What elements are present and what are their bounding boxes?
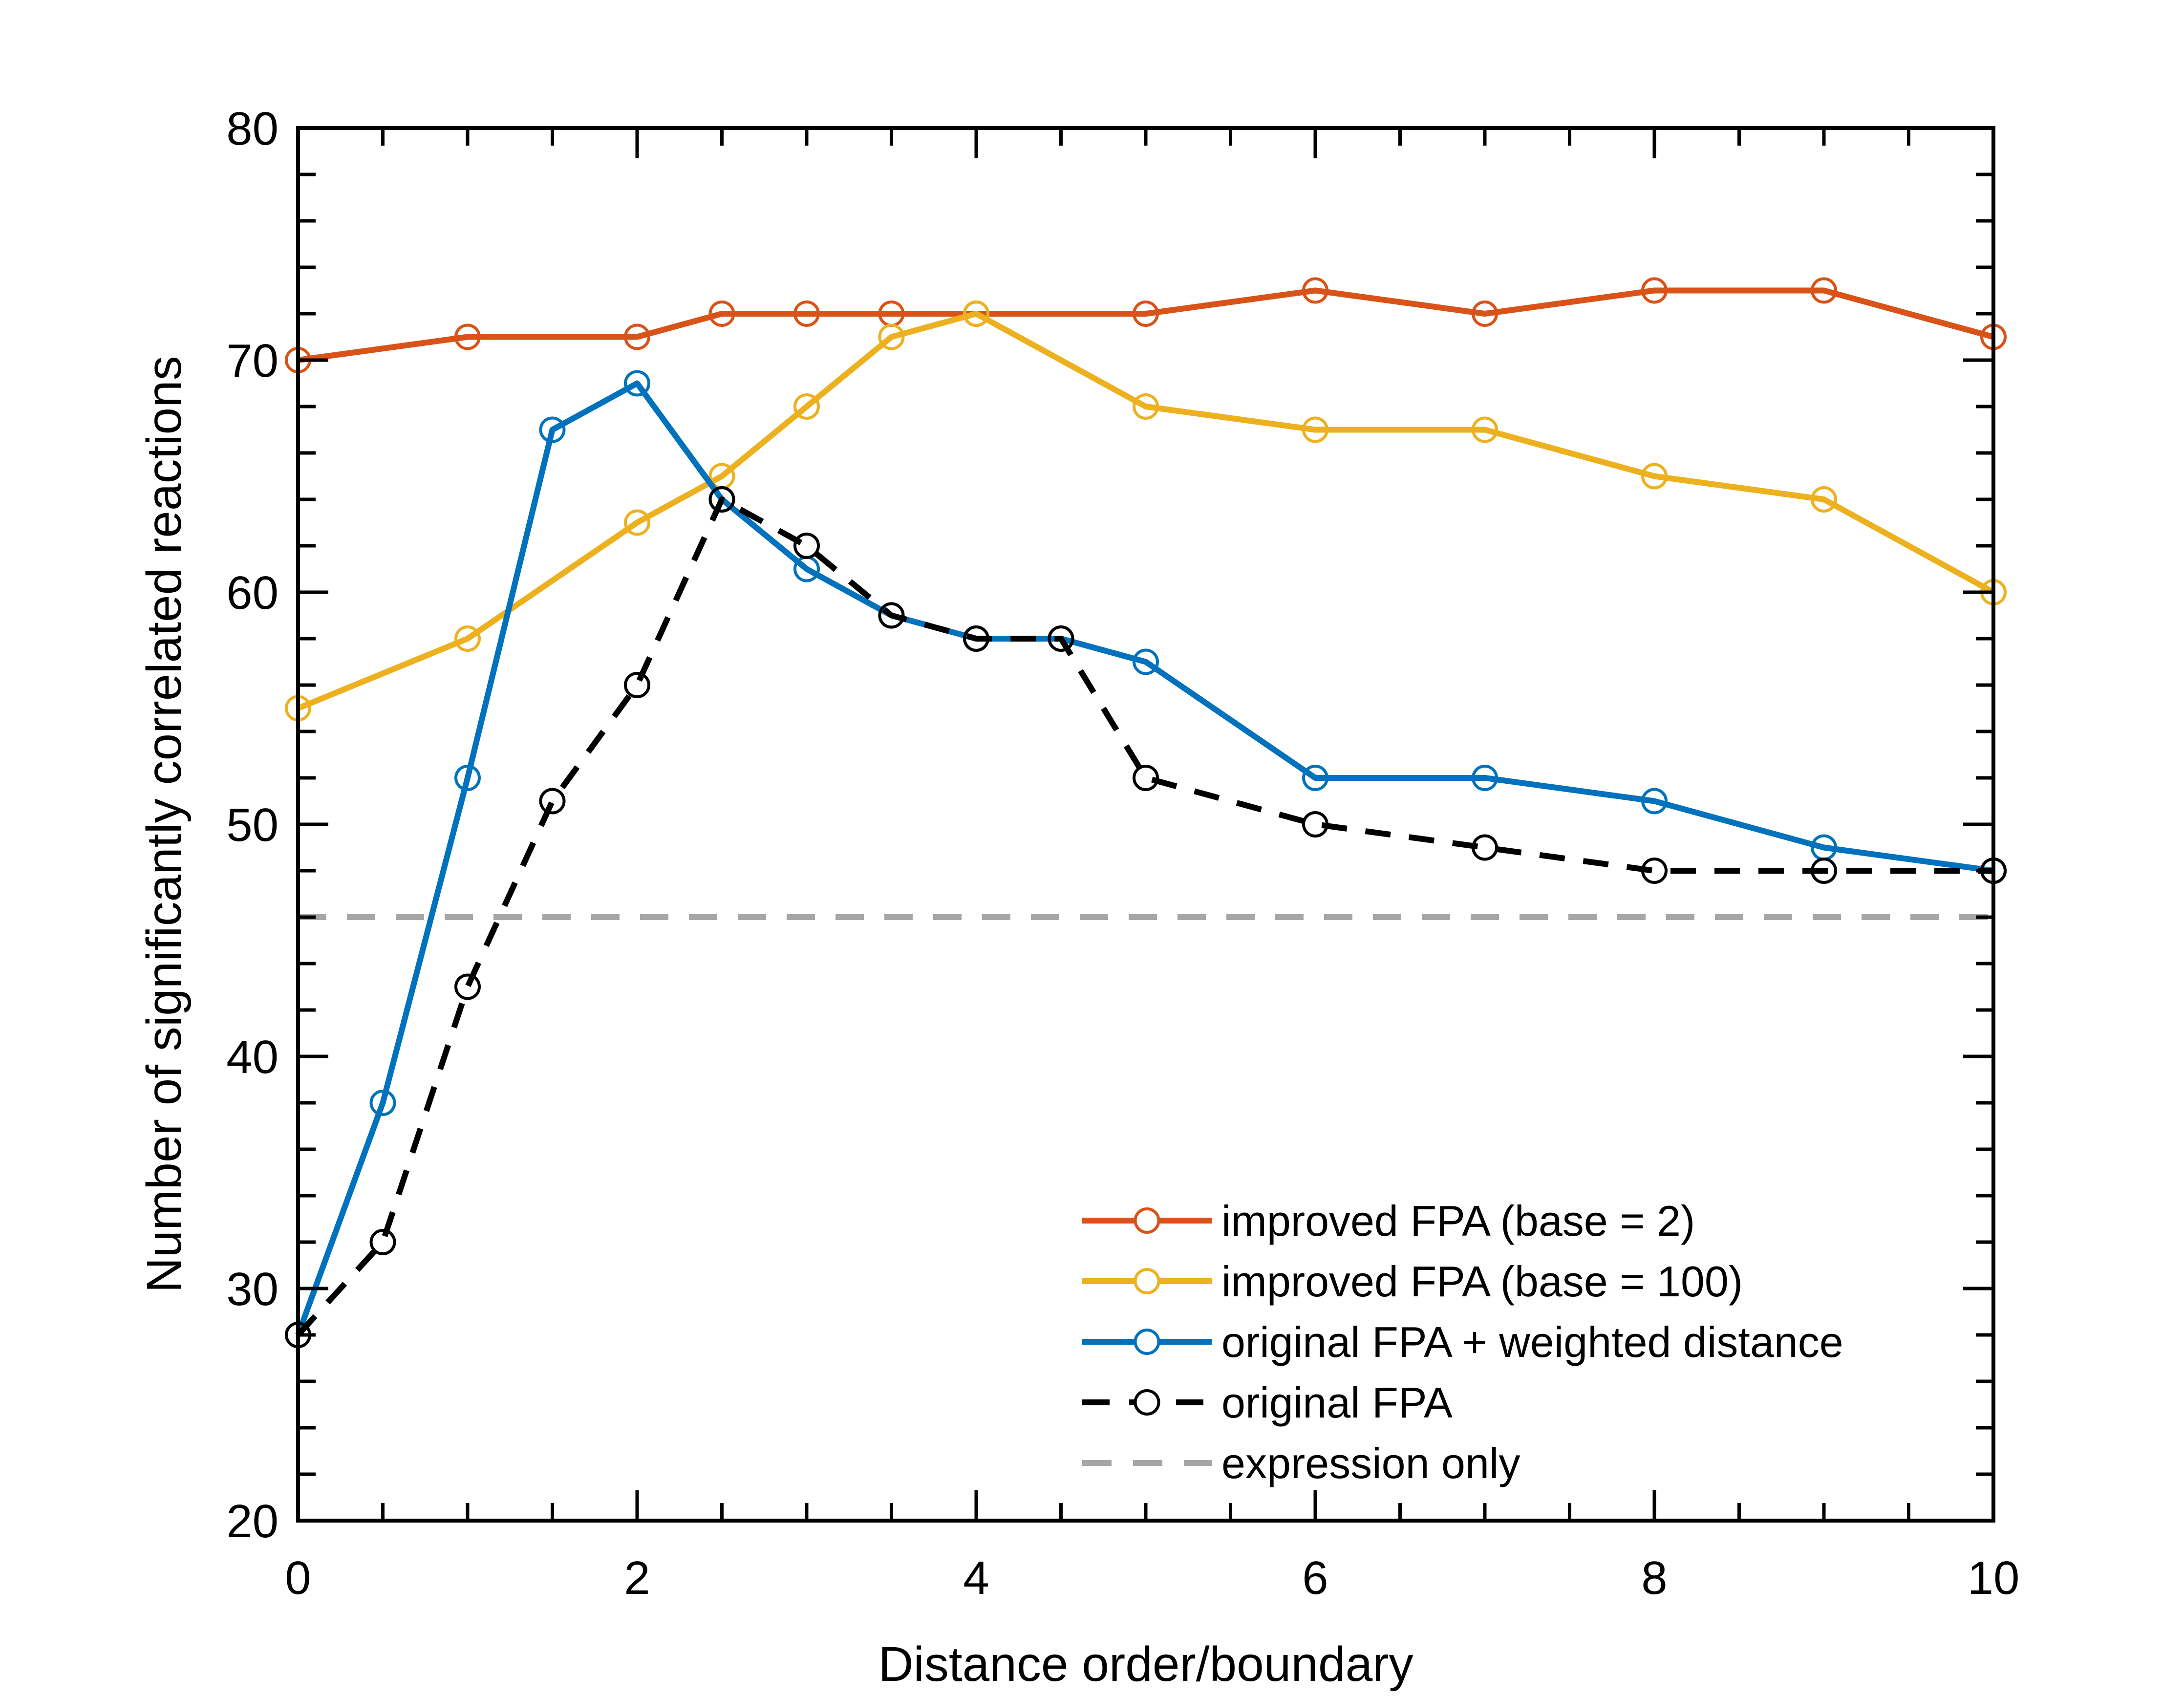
data-point: [1811, 277, 1837, 304]
data-point: [1811, 858, 1837, 884]
y-tick-label: 50: [226, 799, 278, 851]
series-1: [285, 301, 2007, 722]
legend-item: improved FPA (base = 2): [1082, 1197, 1695, 1245]
data-point: [1048, 625, 1074, 652]
y-tick-label: 70: [226, 335, 278, 387]
legend-item: improved FPA (base = 100): [1082, 1257, 1743, 1306]
legend-item: expression only: [1082, 1439, 1520, 1487]
data-point: [1302, 277, 1328, 304]
y-axis-title: Number of significantly correlated react…: [137, 356, 192, 1293]
y-tick-label: 80: [226, 103, 278, 155]
y-tick-label: 20: [226, 1495, 278, 1547]
series-line: [297, 311, 1995, 711]
legend-swatch-marker: [1134, 1329, 1160, 1355]
data-point: [793, 393, 820, 420]
series-line: [296, 496, 1993, 1337]
legend-label: original FPA: [1221, 1378, 1453, 1427]
data-point: [708, 301, 735, 327]
data-point: [1641, 788, 1668, 815]
data-point: [624, 509, 650, 536]
data-point: [1472, 416, 1498, 443]
data-point: [1641, 277, 1668, 304]
x-tick-label: 0: [285, 1552, 311, 1604]
data-point: [793, 301, 820, 327]
data-point: [624, 672, 650, 698]
legend-label: improved FPA (base = 100): [1221, 1257, 1743, 1306]
data-point: [454, 973, 481, 1000]
x-tick-label: 10: [1968, 1552, 2020, 1604]
data-point: [708, 486, 735, 513]
data-point: [1641, 463, 1668, 490]
data-point: [1133, 393, 1159, 420]
legend-swatch-marker: [1134, 1389, 1160, 1416]
data-point: [539, 416, 566, 443]
data-point: [454, 625, 481, 652]
data-point: [878, 602, 905, 629]
x-tick-label: 2: [624, 1552, 650, 1604]
data-point: [1472, 834, 1498, 861]
data-point: [454, 765, 481, 791]
data-point: [1133, 765, 1159, 791]
x-tick-label: 6: [1302, 1552, 1328, 1604]
data-point: [369, 1090, 396, 1116]
data-point: [624, 323, 650, 350]
data-point: [1302, 765, 1328, 791]
legend-item: original FPA: [1082, 1378, 1453, 1427]
data-point: [793, 533, 820, 559]
data-point: [454, 323, 481, 350]
data-point: [1133, 301, 1159, 327]
data-point: [963, 625, 989, 652]
legend-swatch-marker: [1134, 1207, 1160, 1234]
y-tick-label: 40: [226, 1031, 278, 1083]
legend-label: expression only: [1221, 1439, 1520, 1487]
x-axis-title: Distance order/boundary: [878, 1637, 1413, 1692]
x-tick-label: 4: [963, 1552, 989, 1604]
data-point: [1472, 765, 1498, 791]
series-layer: [285, 277, 2007, 1348]
data-point: [878, 323, 905, 350]
y-tick-label: 30: [226, 1263, 278, 1315]
axes-layer: 0 2 4 6 8 10 20 30 40 50 60 70 80: [226, 103, 2019, 1604]
data-point: [1302, 811, 1328, 838]
data-point: [1302, 416, 1328, 443]
data-point: [624, 370, 650, 397]
legend-swatch-marker: [1134, 1268, 1160, 1294]
y-tick-label: 60: [226, 567, 278, 619]
data-point: [1133, 648, 1159, 675]
legend: improved FPA (base = 2) improved FPA (bas…: [1082, 1197, 1843, 1487]
legend-label: original FPA + weighted distance: [1221, 1318, 1843, 1366]
data-point: [963, 301, 989, 327]
data-point: [539, 788, 566, 815]
data-point: [1641, 858, 1668, 884]
data-point: [369, 1229, 396, 1255]
data-point: [1811, 486, 1837, 513]
x-tick-label: 8: [1641, 1552, 1667, 1604]
data-point: [1472, 301, 1498, 327]
legend-label: improved FPA (base = 2): [1221, 1197, 1695, 1245]
legend-item: original FPA + weighted distance: [1082, 1318, 1843, 1366]
